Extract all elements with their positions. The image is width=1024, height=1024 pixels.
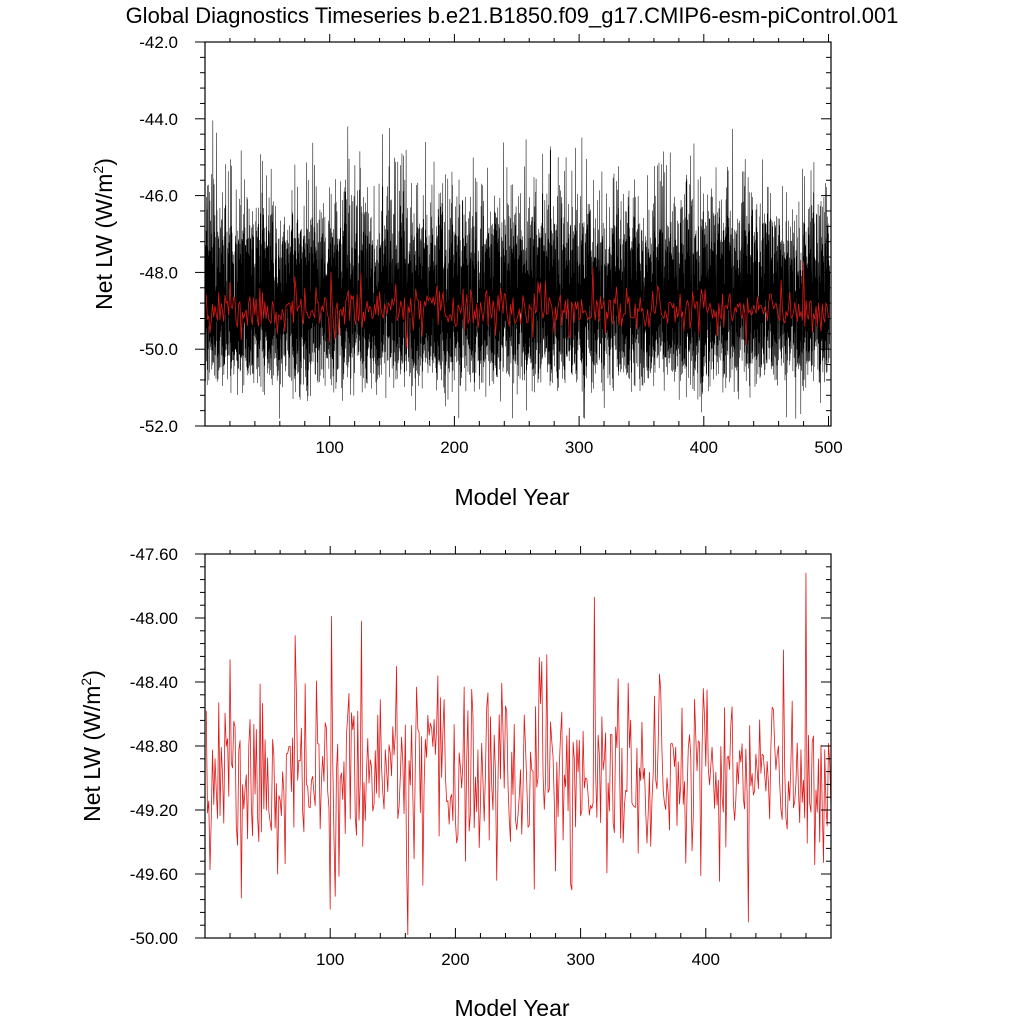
- top-y-axis-title-close: ): [91, 158, 117, 166]
- top-y-axis-title-main: Net LW (W/m: [91, 174, 117, 310]
- x-tick-label: 400: [692, 950, 720, 969]
- bottom-y-axis-title-sup: 2: [78, 678, 94, 686]
- bottom-y-axis-title: Net LW (W/m2): [78, 670, 105, 822]
- top-panel: 100 200 300 400 500 -52.0 -50.0 -48.0 -46.0 -44.…: [90, 33, 843, 510]
- x-tick-label: 300: [566, 950, 594, 969]
- top-data-layer: [204, 120, 831, 419]
- x-tick-label: 200: [441, 950, 469, 969]
- x-tick-label: 100: [316, 438, 344, 457]
- y-tick-label: -48.80: [130, 737, 178, 756]
- bottom-axis-ticks: [195, 546, 831, 939]
- y-tick-label: -49.20: [130, 801, 178, 820]
- y-tick-label: -48.0: [139, 263, 178, 282]
- x-tick-label: 100: [316, 950, 344, 969]
- bottom-y-axis-title-main: Net LW (W/m: [79, 686, 105, 822]
- y-tick-label: -47.60: [130, 545, 178, 564]
- top-y-axis-title: Net LW (W/m2): [90, 158, 117, 310]
- bottom-x-tick-labels: 100 200 300 400: [316, 950, 720, 969]
- bottom-x-axis-title: Model Year: [454, 995, 569, 1021]
- y-tick-label: -42.0: [139, 33, 178, 52]
- bottom-y-tick-labels: -50.00 -49.60 -49.20 -48.80 -48.40 -48.00 -47.…: [130, 545, 178, 948]
- x-tick-label: 300: [565, 438, 593, 457]
- y-tick-label: -52.0: [139, 417, 178, 436]
- y-tick-label: -49.60: [130, 865, 178, 884]
- top-x-tick-labels: 100 200 300 400 500: [316, 438, 843, 457]
- y-tick-label: -50.00: [130, 929, 178, 948]
- y-tick-label: -48.40: [130, 673, 178, 692]
- top-x-axis-title: Model Year: [454, 484, 569, 510]
- x-tick-label: 400: [690, 438, 718, 457]
- top-y-axis-title-sup: 2: [90, 166, 106, 174]
- top-plot-frame: [204, 41, 832, 427]
- monthly-series-line: [204, 120, 831, 419]
- y-tick-label: -44.0: [139, 110, 178, 129]
- top-y-tick-labels: -52.0 -50.0 -48.0 -46.0 -44.0 -42.0: [139, 33, 178, 436]
- y-tick-label: -50.0: [139, 340, 178, 359]
- y-tick-label: -46.0: [139, 187, 178, 206]
- bottom-y-axis-title-close: ): [79, 670, 105, 678]
- bottom-data-layer: [205, 572, 832, 936]
- x-tick-label: 500: [814, 438, 842, 457]
- y-tick-label: -48.00: [130, 609, 178, 628]
- annual-series-line: [205, 572, 832, 936]
- bottom-plot-frame: [204, 553, 832, 939]
- bottom-panel: 100 200 300 400 -50.00 -49.60 -49.20 -48.80 -48…: [78, 545, 832, 1021]
- annual-series-line-top: [205, 261, 829, 349]
- x-tick-label: 200: [440, 438, 468, 457]
- chart-title: Global Diagnostics Timeseries b.e21.B185…: [126, 3, 899, 28]
- top-axis-ticks: [195, 34, 831, 427]
